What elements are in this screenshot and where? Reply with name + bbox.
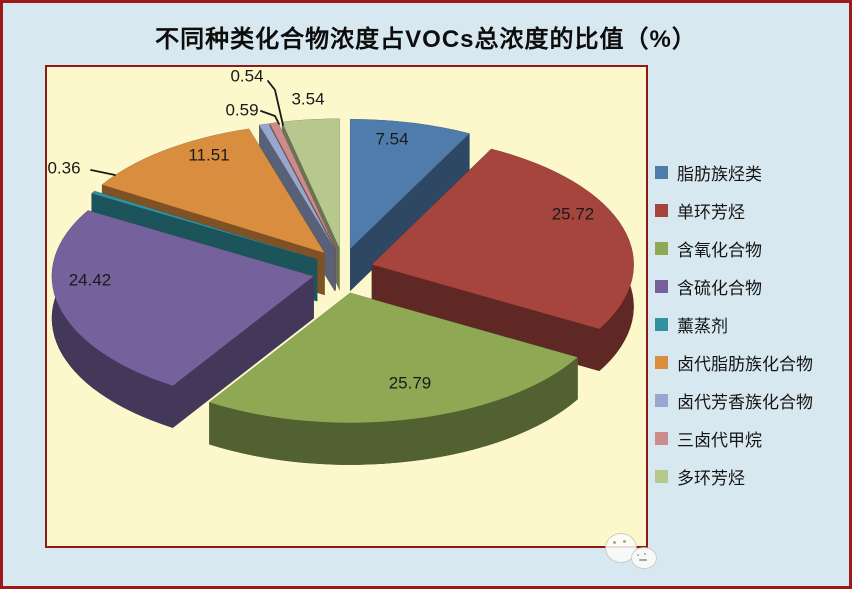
data-label-7: 0.54 xyxy=(230,66,263,85)
legend-item-3: 含硫化合物 xyxy=(655,267,849,305)
legend: 脂肪族烃类单环芳烃含氧化合物含硫化合物薰蒸剂卤代脂肪族化合物 卤代芳香族化合物 三卤… xyxy=(655,153,849,495)
data-label-4: 0.36 xyxy=(47,158,80,177)
data-label-2: 25.79 xyxy=(389,373,432,392)
legend-item-5: 卤代脂肪族化合物 xyxy=(655,343,849,381)
legend-swatch-icon xyxy=(655,317,668,331)
legend-item-8: 多环芳烃 xyxy=(655,457,849,495)
legend-item-1: 单环芳烃 xyxy=(655,191,849,229)
pie-slice-0-wall-1 xyxy=(350,133,470,292)
data-label-3: 24.42 xyxy=(69,270,112,289)
legend-label: 薰蒸剂 xyxy=(677,316,728,336)
pie-slice-2 xyxy=(208,292,579,424)
legend-label: 卤代芳香族化合物 xyxy=(677,392,813,412)
legend-label: 含硫化合物 xyxy=(677,278,762,298)
legend-label: 单环芳烃 xyxy=(677,202,745,222)
pie-slice-5 xyxy=(101,128,326,254)
pie-slice-2-rim xyxy=(209,357,578,465)
legend-item-2: 含氧化合物 xyxy=(655,229,849,267)
legend-swatch-icon xyxy=(655,165,668,179)
legend-label: 卤代脂肪族化合物 xyxy=(677,354,813,374)
legend-item-4: 薰蒸剂 xyxy=(655,305,849,343)
legend-label: 三卤代甲烷 xyxy=(677,430,762,450)
pie-slice-6 xyxy=(258,123,336,250)
pie-slice-3 xyxy=(51,210,315,387)
legend-swatch-icon xyxy=(655,241,668,255)
pie-slice-3-wall-0 xyxy=(172,276,314,428)
legend-item-0: 脂肪族烃类 xyxy=(655,153,849,191)
legend-swatch-icon xyxy=(655,469,668,483)
pie-slice-1 xyxy=(371,148,635,330)
pie-slice-4 xyxy=(90,190,318,260)
data-label-1: 25.72 xyxy=(552,204,595,223)
pie-slice-1-wall-1 xyxy=(371,264,600,372)
legend-item-6: 卤代芳香族化合物 xyxy=(655,381,849,419)
leader-line-6 xyxy=(260,110,280,125)
legend-swatch-icon xyxy=(655,393,668,407)
legend-swatch-icon xyxy=(655,355,668,369)
pie-chart-svg: 7.54 25.72 25.79 24.42 0.36 11.51 0.59 0.54 3.54 xyxy=(47,66,635,465)
leader-line-7 xyxy=(267,80,284,126)
pie-slice-0 xyxy=(349,118,471,250)
legend-item-7: 三卤代甲烷 xyxy=(655,419,849,457)
legend-label: 含氧化合物 xyxy=(677,240,762,260)
legend-label: 脂肪族烃类 xyxy=(677,164,762,184)
data-label-8: 3.54 xyxy=(291,89,324,108)
chart-title: 不同种类化合物浓度占VOCs总浓度的比值（%） xyxy=(155,26,697,53)
legend-label: 多环芳烃 xyxy=(677,468,745,488)
data-label-5: 11.51 xyxy=(188,145,229,164)
leader-line-4 xyxy=(90,169,116,176)
data-label-6: 0.59 xyxy=(225,100,258,119)
data-label-0: 7.54 xyxy=(375,129,408,148)
legend-swatch-icon xyxy=(655,203,668,217)
legend-swatch-icon xyxy=(655,431,668,445)
pie-slice-3-rim xyxy=(51,210,173,428)
legend-swatch-icon xyxy=(655,279,668,293)
